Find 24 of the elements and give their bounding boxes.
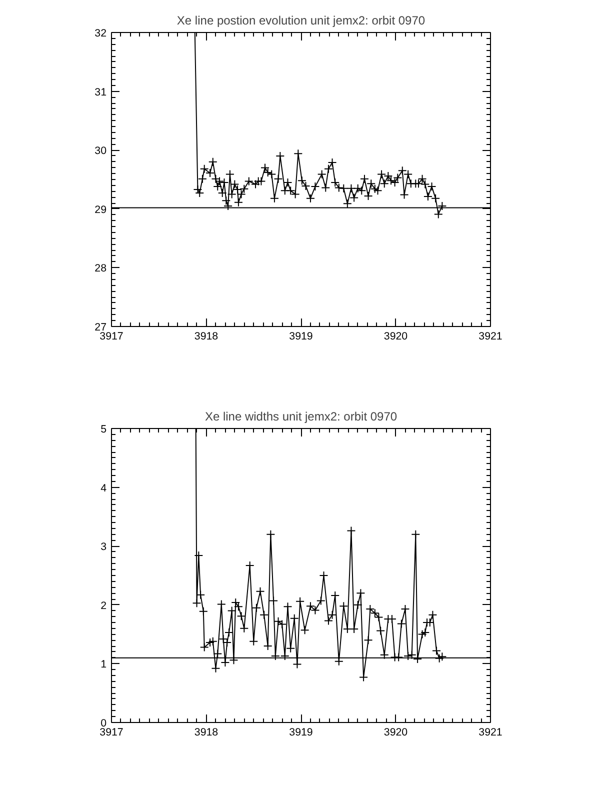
x-tick-label: 3919 [289, 726, 313, 738]
y-tick-label: 3 [100, 541, 107, 554]
y-tick-label: 28 [94, 262, 107, 275]
y-tick-label: 32 [94, 28, 107, 40]
chart-title: Xe line postion evolution unit jemx2: orbit 0970 [176, 14, 426, 28]
y-tick-label: 27 [94, 322, 107, 334]
x-tick-label: 3921 [478, 330, 502, 342]
x-tick-label: 3920 [384, 726, 408, 738]
chart-title: Xe line widths unit jemx2: orbit 0970 [204, 410, 398, 424]
x-tick-label: 3919 [289, 330, 313, 342]
y-tick-label: 0 [100, 718, 107, 730]
y-tick-label: 29 [94, 204, 107, 216]
y-tick-label: 4 [100, 482, 107, 494]
x-tick-label: 3920 [384, 330, 408, 342]
y-tick-label: 2 [100, 600, 107, 612]
y-tick-label: 5 [100, 424, 107, 436]
y-tick-label: 31 [94, 86, 107, 98]
y-tick-label: 1 [100, 658, 107, 671]
x-tick-label: 3918 [194, 330, 218, 342]
x-tick-label: 3917 [100, 726, 124, 738]
x-tick-label: 3917 [100, 330, 124, 342]
y-tick-label: 30 [94, 145, 107, 158]
x-tick-label: 3918 [194, 726, 218, 738]
x-tick-label: 3921 [478, 726, 502, 738]
